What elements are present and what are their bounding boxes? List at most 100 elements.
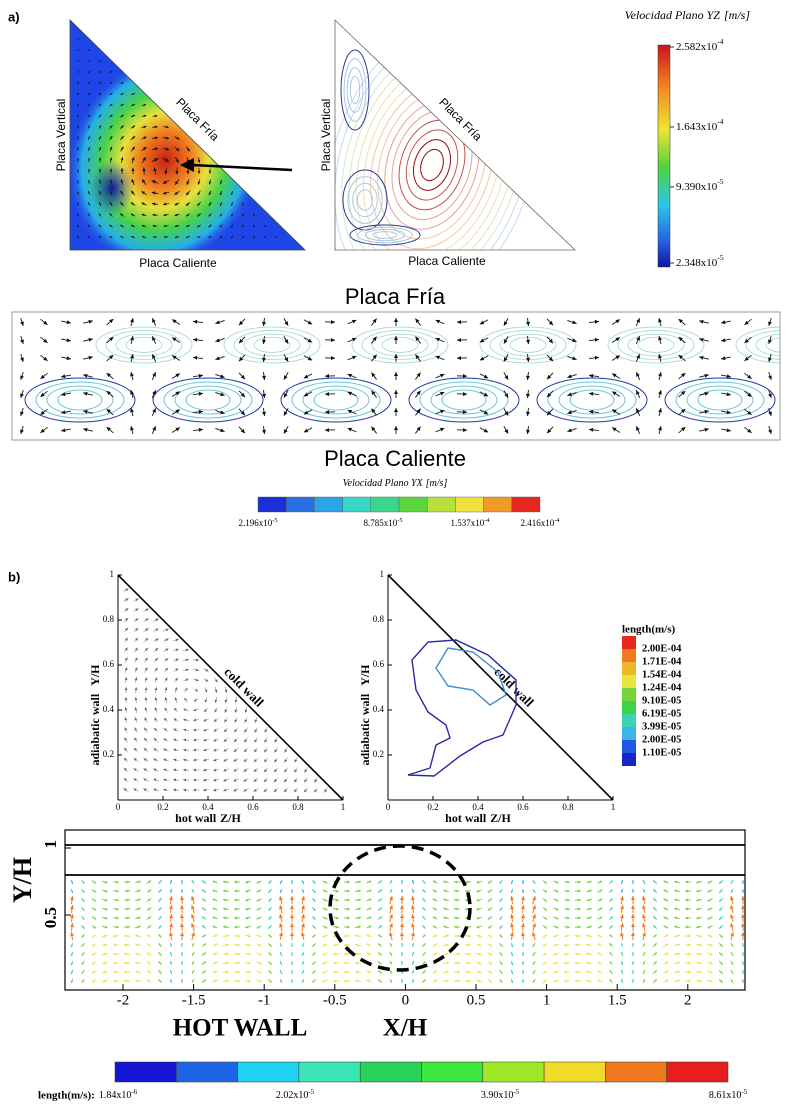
arrow-head	[130, 202, 134, 206]
arrow-head	[132, 93, 135, 95]
arrow-head	[236, 943, 240, 947]
arrow-head	[658, 390, 662, 395]
arrow-head	[77, 103, 79, 106]
streamline	[243, 333, 301, 357]
pointer-head	[180, 158, 194, 172]
arrow-head	[193, 337, 198, 342]
arrow-head	[81, 962, 84, 965]
x-tick-label: -0.5	[323, 992, 347, 1008]
arrow-head	[61, 428, 66, 433]
arrow-head	[499, 890, 502, 893]
arrow-head	[412, 979, 414, 982]
arrow-head	[653, 889, 656, 892]
arrow-head	[621, 943, 623, 946]
arrow-head	[99, 60, 101, 62]
arrow-head	[71, 980, 73, 983]
arrow-head	[719, 926, 722, 929]
arrow-head	[223, 880, 227, 884]
arrow-head	[303, 374, 309, 379]
arrow-head	[223, 898, 227, 902]
arrow-head	[313, 899, 316, 902]
colorbar-tick-label: 2.582x10-4	[676, 37, 724, 52]
arrow-head	[93, 925, 97, 929]
arrow-head	[283, 788, 288, 793]
arrow-head	[135, 970, 139, 974]
colorbar-tick-label: 3.90x10-5	[481, 1088, 520, 1102]
arrow-head	[726, 374, 731, 379]
arrow-head	[432, 925, 436, 929]
arrow-head	[478, 952, 482, 956]
arrow-head	[175, 391, 180, 396]
arrow-head	[219, 214, 222, 217]
streamline	[223, 326, 321, 364]
arrow-head	[368, 925, 372, 929]
arrow-head	[151, 191, 156, 195]
arrow-head	[653, 898, 656, 901]
arrow-head	[141, 213, 145, 217]
arrow-head	[467, 970, 471, 974]
arrow-head	[213, 788, 217, 792]
arrow-head	[586, 970, 590, 974]
mantissa: 2.02x10	[276, 1090, 309, 1101]
colorbar-tick-label: 2.348x10-5	[676, 253, 724, 268]
arrow-head	[268, 908, 271, 911]
arrow-head	[214, 952, 218, 956]
arrow-head	[142, 157, 146, 161]
cold-wall	[387, 574, 614, 801]
arrow-head	[173, 768, 177, 772]
arrow-head	[269, 953, 272, 956]
arrow-head	[158, 970, 161, 973]
colorbar-segment	[286, 496, 315, 513]
arrow-head	[61, 374, 66, 379]
arrow-head	[213, 778, 217, 782]
arrow-head	[20, 339, 24, 344]
arrow-head	[476, 907, 480, 911]
arrow-head	[109, 337, 114, 342]
arrow-head	[567, 428, 572, 433]
arrow-head	[663, 907, 667, 911]
arrow-head	[439, 391, 445, 396]
colorbar-segment	[342, 496, 372, 513]
arrow-head	[347, 427, 353, 432]
arrow-head	[522, 980, 524, 983]
arrow-head	[253, 778, 257, 782]
arrow-head	[586, 934, 590, 938]
arrow-head	[70, 923, 74, 928]
arrow-head	[283, 778, 288, 783]
arrow-head	[636, 408, 640, 413]
arrow-head	[77, 93, 79, 95]
strip-outline	[11, 311, 781, 441]
arrow-head	[173, 718, 177, 722]
arrow-head	[355, 970, 359, 974]
arrow-head	[663, 898, 667, 902]
y-tick-label: 1	[41, 840, 60, 849]
arrow-head	[416, 372, 421, 377]
arrow-head	[681, 427, 686, 432]
arrow-head	[548, 320, 553, 326]
streamline	[755, 333, 780, 357]
arrow-head	[674, 907, 678, 911]
arrow-head	[130, 213, 134, 217]
arrow-head	[526, 375, 530, 380]
arrow-head	[214, 699, 218, 703]
arrow-head	[154, 687, 158, 691]
arrow-head	[173, 728, 177, 732]
arrow-head	[335, 898, 339, 902]
arrow-head	[333, 943, 337, 947]
arrow-head	[124, 943, 128, 947]
streamline	[607, 326, 705, 364]
arrow-head	[71, 881, 73, 884]
streamline	[125, 337, 163, 353]
arrow-head	[478, 979, 482, 983]
exponent: -5	[717, 177, 724, 186]
arrow-head	[499, 881, 502, 884]
arrow-head	[195, 668, 199, 672]
arrow-head	[126, 916, 130, 920]
streamline	[340, 49, 370, 131]
mantissa: 1.84x10	[99, 1090, 132, 1101]
arrow-head	[521, 914, 525, 919]
arrow-head	[280, 971, 282, 974]
arrow-head	[130, 390, 134, 395]
arrow-head	[203, 728, 207, 732]
